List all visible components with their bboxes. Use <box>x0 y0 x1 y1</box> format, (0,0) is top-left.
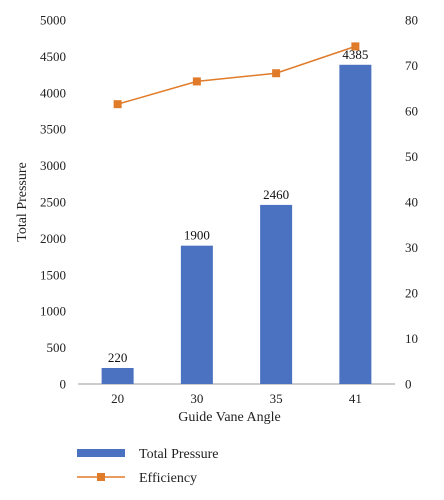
x-tick-label: 35 <box>270 391 283 406</box>
left-y-tick-label: 1500 <box>40 267 66 282</box>
efficiency-line <box>117 45 356 105</box>
bar-data-label: 4385 <box>342 47 368 62</box>
right-y-tick-label: 50 <box>405 149 418 164</box>
right-y-tick-label: 40 <box>405 195 418 210</box>
right-y-tick-label: 80 <box>405 13 418 28</box>
efficiency-marker <box>351 42 360 51</box>
left-y-tick-label: 1000 <box>40 304 66 319</box>
efficiency-marker <box>192 77 201 86</box>
left-y-tick-label: 3500 <box>40 122 66 137</box>
bar <box>260 204 293 384</box>
right-y-tick-label: 30 <box>405 240 418 255</box>
left-y-tick-label: 3000 <box>40 158 66 173</box>
bar <box>339 64 372 384</box>
x-axis-ticks: 20 30 35 41 <box>111 391 362 406</box>
bar-data-label: 1900 <box>184 228 210 243</box>
right-y-tick-label: 20 <box>405 286 418 301</box>
left-y-tick-label: 4500 <box>40 49 66 64</box>
x-axis-title: Guide Vane Angle <box>178 410 280 425</box>
left-y-tick-label: 4000 <box>40 85 66 100</box>
right-y-tick-label: 60 <box>405 104 418 119</box>
bar-data-labels: 220 1900 2460 4385 <box>108 47 369 365</box>
efficiency-marker <box>272 69 281 78</box>
left-y-tick-label: 5000 <box>40 13 66 28</box>
bar-data-label: 220 <box>108 350 128 365</box>
efficiency-markers <box>113 42 360 109</box>
left-y-tick-label: 2500 <box>40 195 66 210</box>
left-y-tick-label: 500 <box>47 340 67 355</box>
legend-swatch-total-pressure <box>77 449 125 457</box>
bar <box>101 367 134 384</box>
legend-swatch-efficiency-marker <box>97 473 105 481</box>
bar <box>180 245 213 384</box>
left-y-tick-label: 2000 <box>40 231 66 246</box>
line-series-efficiency <box>117 45 356 105</box>
legend-label-efficiency: Efficiency <box>139 471 197 486</box>
legend-label-total-pressure: Total Pressure <box>139 447 219 462</box>
x-tick-label: 30 <box>190 391 203 406</box>
left-y-tick-label: 0 <box>60 377 67 392</box>
x-tick-label: 41 <box>349 391 362 406</box>
legend: Total Pressure Efficiency <box>77 447 219 486</box>
y-axis-title: Total Pressure <box>15 162 30 242</box>
x-tick-label: 20 <box>111 391 124 406</box>
right-y-tick-label: 10 <box>405 331 418 346</box>
efficiency-marker <box>113 100 122 109</box>
bar-data-label: 2460 <box>263 187 289 202</box>
bar-series-total-pressure <box>101 64 372 384</box>
right-y-tick-label: 70 <box>405 58 418 73</box>
right-y-axis-ticks: 0 10 20 30 40 50 60 70 80 <box>405 13 418 392</box>
left-y-axis-ticks: 0 500 1000 1500 2000 2500 3000 3500 4000 4500 5000 <box>40 13 66 392</box>
right-y-tick-label: 0 <box>405 377 412 392</box>
